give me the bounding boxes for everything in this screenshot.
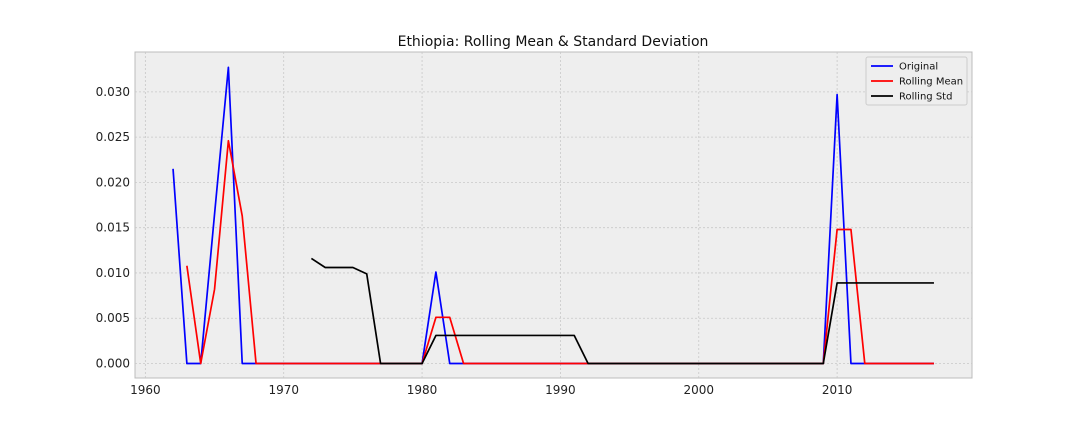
- y-tick-label: 0.010: [96, 266, 130, 280]
- y-tick-label: 0.025: [96, 130, 130, 144]
- x-tick-label: 1970: [268, 383, 299, 397]
- y-tick-label: 0.015: [96, 221, 130, 235]
- x-tick-label: 2000: [683, 383, 714, 397]
- y-tick-label: 0.000: [96, 357, 130, 371]
- y-tick-label: 0.020: [96, 175, 130, 189]
- x-tick-label: 1960: [130, 383, 161, 397]
- legend-label-rolling-mean: Rolling Mean: [899, 77, 963, 88]
- series-line-rolling-std: [310, 257, 934, 365]
- legend-box: [865, 56, 968, 106]
- chart-title: Ethiopia: Rolling Mean & Standard Deviat…: [398, 34, 709, 50]
- x-tick-label: 2010: [822, 383, 853, 397]
- legend-label-original: Original: [899, 62, 938, 73]
- y-tick-label: 0.030: [96, 85, 130, 99]
- plot-area: [134, 51, 973, 379]
- legend-label-rolling-std: Rolling Std: [899, 92, 952, 103]
- x-tick-label: 1980: [407, 383, 438, 397]
- legend: Original Rolling Mean Rolling Std: [865, 56, 968, 106]
- series-layer: [172, 66, 934, 365]
- tick-layer: 1960 1970 1980 1990 2000 2010 0.000 0.005 0.010 0…: [96, 85, 853, 397]
- y-tick-label: 0.005: [96, 311, 130, 325]
- x-tick-label: 1990: [545, 383, 576, 397]
